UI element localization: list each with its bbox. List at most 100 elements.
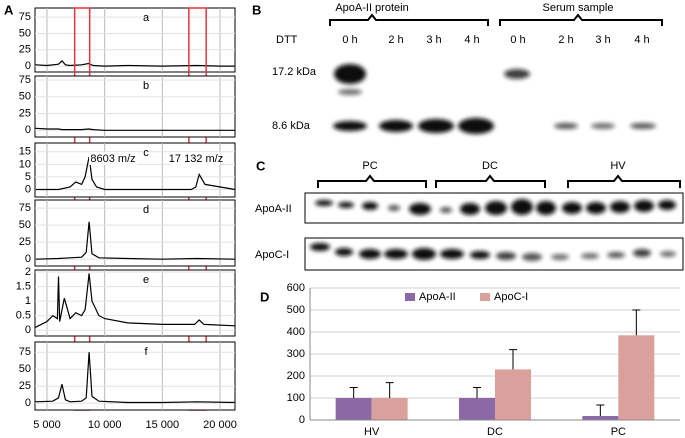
y-tick-label: 15 <box>19 146 31 158</box>
y-tick-label: 2 <box>25 266 31 278</box>
blot-bands <box>310 199 676 261</box>
y-tick-label: 0 <box>25 253 31 265</box>
subplot-title: c <box>143 147 149 159</box>
y-tick-label: 0 <box>25 324 31 336</box>
subplot-title: a <box>143 12 150 24</box>
bar <box>459 398 495 420</box>
x-tick-label: 5 000 <box>33 419 61 431</box>
group-label: PC <box>362 160 377 172</box>
group-label: DC <box>482 160 498 172</box>
y-tick-label: 0 <box>25 397 31 409</box>
y-tick-label: 25 <box>19 44 31 56</box>
bar <box>495 369 531 420</box>
lane-label: 4 h <box>634 34 649 46</box>
y-tick-label: 0 <box>25 60 31 72</box>
error-bar <box>473 386 481 398</box>
y-tick-label: 100 <box>287 392 305 404</box>
y-tick-label: 25 <box>19 107 31 119</box>
annotation-bg <box>172 152 220 165</box>
group-label: ApoA-II protein <box>335 2 408 14</box>
bar <box>335 398 372 420</box>
plot-frame <box>34 75 236 138</box>
y-tick-label: 75 <box>19 346 31 358</box>
lane-label: 0 h <box>510 34 525 46</box>
y-tick-label: 600 <box>287 282 305 294</box>
y-tick-label: 0.5 <box>16 310 31 322</box>
y-tick-label: 25 <box>19 380 31 392</box>
y-tick-label: 75 <box>19 202 31 214</box>
y-tick-label: 0 <box>25 124 31 136</box>
lane-label: 2 h <box>388 34 403 46</box>
x-tick-label: 20 000 <box>203 419 237 431</box>
x-tick-label: DC <box>487 426 503 438</box>
gel-bands <box>333 64 656 134</box>
panel-label: A <box>4 2 14 17</box>
lane-label: 3 h <box>595 34 610 46</box>
marker-label: 17.2 kDa <box>272 66 317 78</box>
subplot-title: f <box>144 346 148 358</box>
y-tick-label: 50 <box>19 219 31 231</box>
y-tick-label: 200 <box>287 370 305 382</box>
annotation-bg <box>89 152 137 165</box>
spectrum-line <box>35 156 236 191</box>
spectrum-line <box>35 352 236 404</box>
subplot-title: d <box>143 204 149 216</box>
panel-label: C <box>256 158 266 173</box>
bracket <box>329 13 489 26</box>
blot-label: ApoC-I <box>255 249 289 261</box>
x-tick-label: PC <box>611 426 626 438</box>
lane-label: 3 h <box>426 34 441 46</box>
treatment-label: DTT <box>276 34 298 46</box>
error-bar <box>509 349 517 370</box>
y-tick-label: 75 <box>19 74 31 86</box>
legend-swatch <box>405 293 415 301</box>
x-tick-label: HV <box>364 426 380 438</box>
plot-frame <box>34 341 236 411</box>
y-tick-label: 50 <box>19 27 31 39</box>
x-tick-label: 10 000 <box>88 419 122 431</box>
error-bar <box>596 404 605 417</box>
bar <box>618 335 655 420</box>
blot-label: ApoA-II <box>255 203 292 215</box>
y-tick-label: 1.5 <box>16 280 31 292</box>
error-bar <box>385 382 394 398</box>
y-tick-label: 1 <box>25 295 31 307</box>
y-tick-label: 400 <box>287 326 305 338</box>
bracket <box>317 174 427 188</box>
legend-label: ApoC-I <box>494 291 528 303</box>
x-tick-label: 15 000 <box>146 419 180 431</box>
error-bar <box>349 386 358 398</box>
y-tick-label: 5 <box>25 171 31 183</box>
bar <box>371 398 408 420</box>
spectrum-line <box>35 60 235 67</box>
bracket <box>499 13 663 26</box>
y-tick-label: 0 <box>299 414 305 426</box>
bracket <box>567 174 681 188</box>
y-tick-label: 25 <box>19 236 31 248</box>
annotation: 8603 m/z <box>90 153 135 165</box>
group-label: HV <box>610 160 626 172</box>
y-tick-label: 75 <box>19 11 31 23</box>
group-label: Serum sample <box>543 2 614 14</box>
subplot-title: b <box>143 80 149 92</box>
y-tick-label: 50 <box>19 363 31 375</box>
legend-label: ApoA-II <box>419 291 456 303</box>
error-bar <box>632 309 641 336</box>
y-tick-label: 300 <box>287 348 305 360</box>
plot-frame <box>34 7 236 73</box>
subplot-title: e <box>143 274 149 286</box>
spectrum-line <box>35 127 235 131</box>
bracket <box>435 174 546 188</box>
spectrum-line <box>35 221 236 260</box>
y-tick-label: 50 <box>19 91 31 103</box>
y-tick-label: 0 <box>25 183 31 195</box>
panel-label: B <box>252 2 261 17</box>
annotation: 17 132 m/z <box>169 153 223 165</box>
plot-frame <box>34 269 236 337</box>
y-tick-label: 500 <box>287 304 305 316</box>
panel-label: D <box>260 289 269 304</box>
marker-label: 8.6 kDa <box>272 120 311 132</box>
lane-label: 2 h <box>558 34 573 46</box>
